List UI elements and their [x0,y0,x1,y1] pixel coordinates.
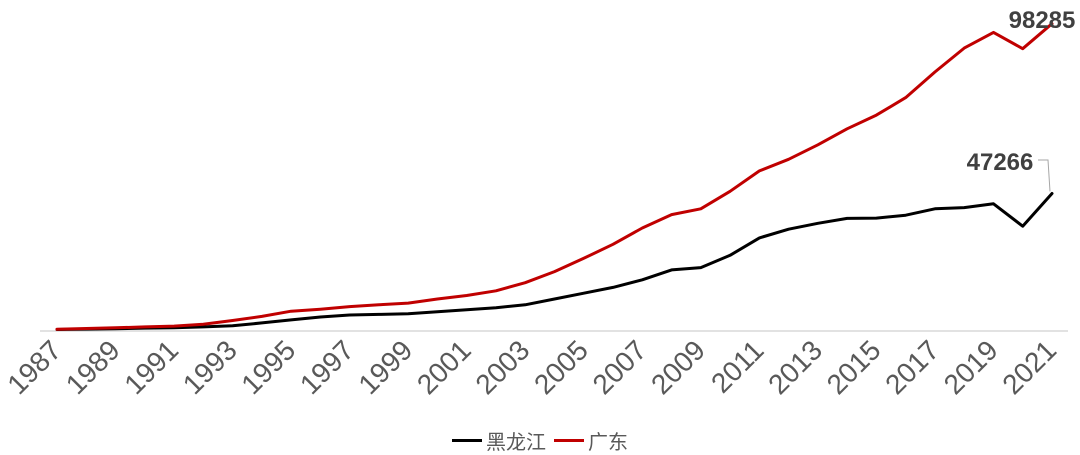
x-tick-label: 2021 [996,334,1062,400]
legend-label-series-1: 广东 [588,430,628,454]
x-tick-label: 1987 [1,334,67,400]
legend-item-series-1: 广东 [554,426,628,455]
annotation-layer: 98285 47266 [967,7,1076,192]
x-tick-label: 1989 [60,334,126,400]
x-tick-label: 2015 [821,334,887,400]
x-tick-label: 2013 [762,334,828,400]
x-tick-label: 2019 [938,334,1004,400]
x-tick-label: 2011 [705,334,770,399]
x-tick-label: 1999 [352,334,418,400]
data-label: 47266 [967,149,1034,176]
x-tick-label: 2007 [587,334,653,400]
chart-legend: 黑龙江 广东 [0,426,1080,455]
x-tick-label: 2003 [470,334,536,400]
data-label: 98285 [1009,7,1076,34]
annotation-leader-line [1038,159,1051,192]
x-tick-label: 1997 [294,334,360,400]
series-line-1 [55,22,1054,331]
x-tick-label: 2017 [879,334,945,400]
x-tick-label: 1995 [235,334,301,400]
legend-swatch-series-1 [554,439,584,442]
legend-item-series-0: 黑龙江 [452,426,546,455]
x-tick-label: 2005 [528,334,594,400]
axis-layer: 1987198919911993199519971999200120032005… [1,330,1068,400]
x-tick-label: 2001 [411,334,477,400]
legend-swatch-series-0 [452,439,482,442]
legend-label-series-0: 黑龙江 [486,430,546,454]
series-line-0 [55,192,1054,331]
x-tick-label: 2009 [645,334,711,400]
x-tick-label: 1991 [118,334,184,400]
x-tick-label: 1993 [177,334,243,400]
series-layer [55,22,1054,331]
